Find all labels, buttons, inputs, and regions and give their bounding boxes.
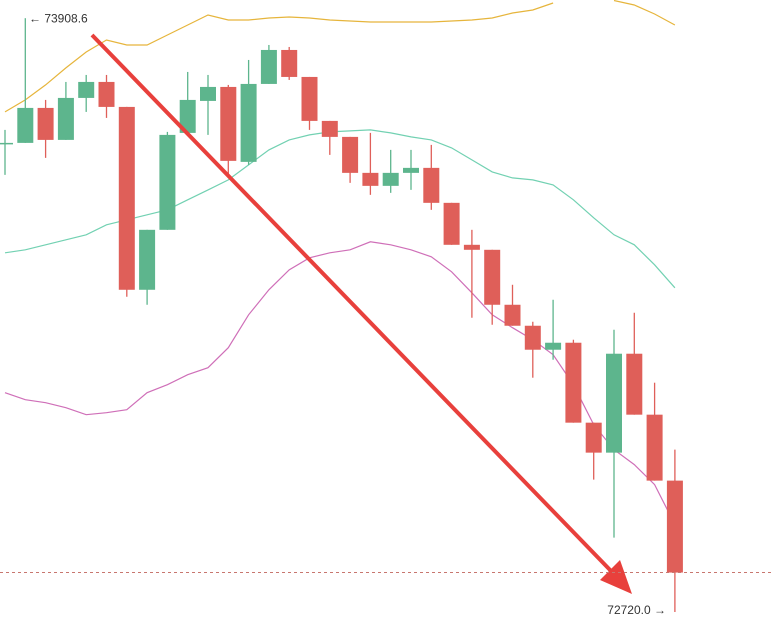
candle-body bbox=[484, 249, 501, 305]
candle-body bbox=[321, 120, 338, 137]
candle-body bbox=[382, 172, 399, 186]
candle-body bbox=[17, 107, 34, 143]
candle-body bbox=[220, 86, 237, 161]
candle-body bbox=[403, 167, 419, 173]
candle-body bbox=[565, 342, 582, 423]
candle-body bbox=[585, 422, 602, 453]
band-line bbox=[4, 241, 676, 525]
candle-body bbox=[463, 244, 480, 250]
candle-body bbox=[0, 142, 13, 145]
candle-body bbox=[78, 81, 95, 98]
candle-body bbox=[57, 97, 74, 140]
candle-body bbox=[362, 172, 379, 186]
candle-body bbox=[240, 83, 257, 162]
candle-body bbox=[626, 353, 643, 415]
candle-body bbox=[37, 107, 54, 140]
candle-body bbox=[281, 49, 298, 77]
candle-body bbox=[342, 136, 359, 173]
trend-arrow-shaft bbox=[90, 33, 614, 574]
candle-body bbox=[98, 81, 115, 107]
candle-body bbox=[646, 414, 663, 481]
candle-body bbox=[524, 325, 541, 350]
candle-body bbox=[139, 229, 156, 290]
candle-body bbox=[159, 134, 176, 230]
candle-body bbox=[545, 342, 562, 350]
candle-body bbox=[606, 353, 622, 453]
candle-body bbox=[423, 167, 440, 203]
candle-body bbox=[504, 304, 521, 326]
candle-body bbox=[118, 106, 135, 290]
max-annotation: ← 73908.6 bbox=[29, 11, 88, 25]
band-line bbox=[4, 129, 676, 289]
candle-body bbox=[179, 99, 196, 133]
candle-body bbox=[260, 49, 277, 84]
candle-body bbox=[200, 86, 216, 101]
min-annotation: 72720.0 → bbox=[607, 603, 666, 617]
candle-body bbox=[443, 202, 460, 245]
candle-body bbox=[301, 76, 318, 121]
candle-body bbox=[666, 480, 683, 573]
trend-arrow-head bbox=[600, 560, 632, 594]
band-line bbox=[4, 0, 676, 113]
